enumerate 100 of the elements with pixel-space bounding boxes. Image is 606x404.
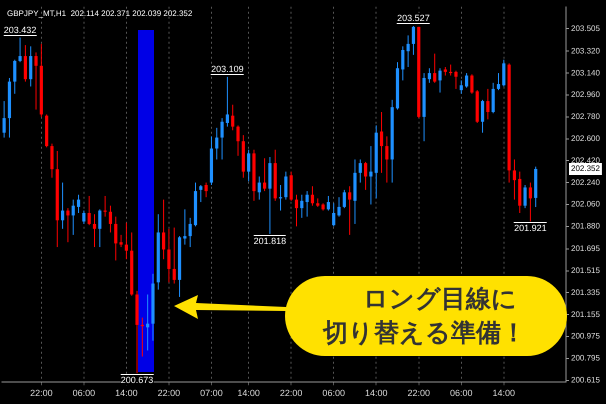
candlestick <box>2 100 6 138</box>
candlestick <box>204 182 208 198</box>
candlestick <box>34 52 38 110</box>
text: 202.352 <box>571 164 600 174</box>
candlestick <box>342 189 346 209</box>
y-tick-label: 200.975 <box>571 332 600 341</box>
x-tick-label: 22:00 <box>280 388 302 398</box>
y-tick-label: 202.960 <box>571 90 600 100</box>
y-tick-label: 200.795 <box>571 354 600 363</box>
annotation: 203.527 <box>397 13 430 24</box>
y-tick-label: 203.140 <box>571 68 600 78</box>
candlestick <box>385 136 388 184</box>
candlestick <box>306 190 309 218</box>
candlestick <box>412 26 416 56</box>
y-tick-label: 202.420 <box>571 156 600 165</box>
x-tick-label: 22:00 <box>158 388 180 398</box>
x-tick-label: 22:00 <box>407 388 430 398</box>
candlestick <box>512 158 516 200</box>
candlestick <box>300 194 304 218</box>
candlestick <box>146 294 150 351</box>
candlestick <box>50 143 54 178</box>
candlestick <box>326 195 330 212</box>
candlestick <box>284 171 288 200</box>
candlestick <box>358 158 362 184</box>
candlestick <box>428 68 431 84</box>
candlestick <box>523 184 527 209</box>
y-tick-label: 203.320 <box>571 46 600 56</box>
candlestick <box>470 74 474 94</box>
candlestick <box>236 124 240 156</box>
y-tick-label: 202.780 <box>571 112 600 122</box>
candlestick <box>492 82 495 114</box>
y-tick-label: 203.505 <box>571 24 600 33</box>
candlestick <box>364 161 368 190</box>
candlestick <box>502 59 506 87</box>
candlestick <box>104 195 107 218</box>
x-tick-label: 14:00 <box>364 388 388 398</box>
y-tick-label: 201.155 <box>571 310 600 319</box>
x-tick-label: 06:00 <box>322 388 345 398</box>
x-tick-label: 14:00 <box>492 388 516 398</box>
candlestick <box>119 234 123 248</box>
candlestick <box>231 104 234 131</box>
y-tick-label: 202.060 <box>571 200 600 209</box>
candlestick <box>401 46 404 81</box>
x-tick-label: 06:00 <box>72 388 96 398</box>
candlestick <box>258 176 261 200</box>
annotation: 201.921 <box>514 222 547 234</box>
candlestick <box>82 210 86 224</box>
candlestick <box>496 72 500 91</box>
candlestick <box>480 99 484 134</box>
candlestick <box>438 68 442 94</box>
annotation: 201.818 <box>254 234 286 246</box>
candlestick <box>172 227 176 284</box>
x-tick-label: 14:00 <box>115 388 138 398</box>
candlestick <box>114 216 118 261</box>
candlestick <box>247 149 250 182</box>
candlestick <box>263 158 266 192</box>
candlestick <box>278 184 282 212</box>
candlestick <box>406 34 410 68</box>
candlestick <box>13 59 16 94</box>
annotation: 200.673 <box>120 374 154 386</box>
x-tick-label: 07:00 <box>200 388 223 398</box>
candlestick <box>337 196 341 218</box>
y-tick-label: 202.240 <box>571 178 600 187</box>
candlestick <box>24 44 27 82</box>
y-tick-label: 200.615 <box>571 375 600 384</box>
candlestick <box>61 182 64 230</box>
x-tick-label: 22:00 <box>30 388 53 398</box>
candlestick <box>348 186 352 236</box>
candlestick <box>294 194 298 227</box>
candlestick <box>226 76 229 128</box>
candlestick <box>215 127 218 160</box>
candlestick <box>98 208 102 248</box>
candlestick <box>188 217 192 248</box>
y-tick-label: 201.335 <box>571 288 600 297</box>
candlestick <box>220 118 224 160</box>
candlestick <box>124 222 128 260</box>
x-tick-label: 06:00 <box>450 388 473 398</box>
y-tick-label: 201.695 <box>571 244 600 254</box>
x-tick-label: 14:00 <box>237 388 260 398</box>
candlestick <box>332 202 336 227</box>
candlestick <box>528 182 532 222</box>
candlestick <box>162 199 166 260</box>
candlestick <box>167 228 171 283</box>
candlestick <box>310 186 314 206</box>
candlestick <box>460 80 463 94</box>
annotation: ロング目線に切り替える準備！ <box>323 283 527 349</box>
candlestick <box>76 194 80 214</box>
y-tick-label: 201.515 <box>571 266 600 275</box>
candlestick <box>380 112 384 174</box>
candlestick <box>465 72 468 88</box>
candlestick <box>88 195 91 226</box>
candlestick <box>199 184 202 203</box>
candlestick <box>92 214 96 248</box>
candlestick <box>18 37 22 63</box>
candlestick <box>29 46 32 87</box>
y-tick-label: 201.880 <box>571 222 600 231</box>
annotation: 203.432 <box>4 24 36 36</box>
annotation: 203.109 <box>211 64 244 75</box>
candlestick <box>486 88 490 120</box>
candlestick <box>433 53 436 84</box>
